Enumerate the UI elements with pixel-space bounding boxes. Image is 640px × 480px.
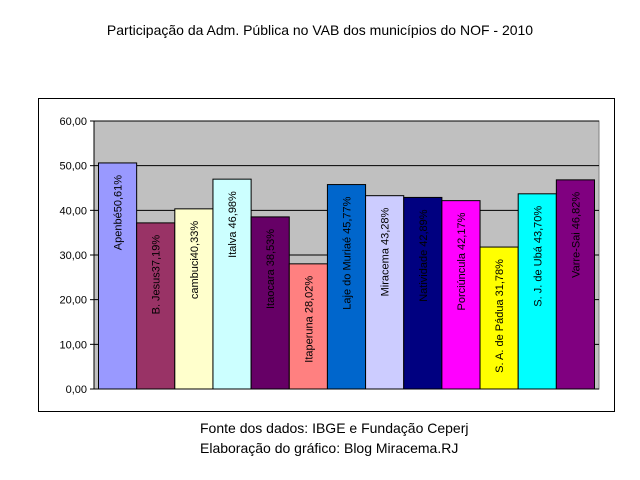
- data-source-note: Fonte dos dados: IBGE e Fundação Ceperj: [200, 420, 469, 436]
- bar-data-label: Itaocara 38,53%: [265, 229, 277, 309]
- chart-author-note: Elaboração do gráfico: Blog Miracema.RJ: [200, 440, 459, 456]
- y-tick-label: 10,00: [59, 339, 87, 351]
- y-tick-label: 40,00: [59, 205, 87, 217]
- y-tick-label: 60,00: [59, 116, 87, 128]
- bar: [174, 208, 214, 390]
- bar-data-label: Apenbé50,61%: [113, 175, 125, 250]
- y-tick-label: 20,00: [59, 295, 87, 307]
- bar: [212, 178, 252, 390]
- bar-data-label: Miracema 43,28%: [380, 207, 392, 296]
- bar-data-label: Italva 46,98%: [227, 191, 239, 258]
- bar: [403, 196, 443, 390]
- bar-chart: 0,00 10,00 20,00 30,00 40,00 50,00 60,00 Apenbé…: [59, 116, 600, 396]
- bar: [555, 179, 595, 390]
- bar-data-label: B. Jesus37,19%: [151, 235, 163, 315]
- bar-data-label: Laje do Muriaé 45,77%: [342, 196, 354, 309]
- bar: [326, 184, 367, 390]
- bar-data-label: Natividade 42,89%: [418, 209, 430, 302]
- y-tick-label: 0,00: [66, 384, 87, 396]
- bar-data-label: S. J. de Ubá 43,70%: [532, 206, 544, 307]
- y-tick-label: 50,00: [59, 161, 87, 173]
- bar: [479, 246, 519, 390]
- bar-data-label: Porciúncula 42,17%: [456, 212, 468, 310]
- bar-data-label: Itaperuna 28,02%: [303, 276, 315, 363]
- chart-title: Participação da Adm. Pública no VAB dos …: [106, 22, 534, 38]
- bar-data-label: cambuci40,33%: [189, 221, 201, 299]
- bar-data-label: S. A. de Pádua 31,78%: [494, 259, 506, 373]
- bar: [288, 263, 328, 390]
- bar-data-label: Varre-Sai 46,82%: [570, 192, 582, 278]
- bar: [136, 222, 176, 390]
- y-tick-label: 30,00: [59, 250, 87, 262]
- bar: [365, 195, 405, 390]
- chart-frame: 0,00 10,00 20,00 30,00 40,00 50,00 60,00 Apenbé…: [38, 98, 615, 412]
- bar: [250, 216, 290, 390]
- bar: [517, 193, 557, 390]
- bar: [441, 200, 481, 390]
